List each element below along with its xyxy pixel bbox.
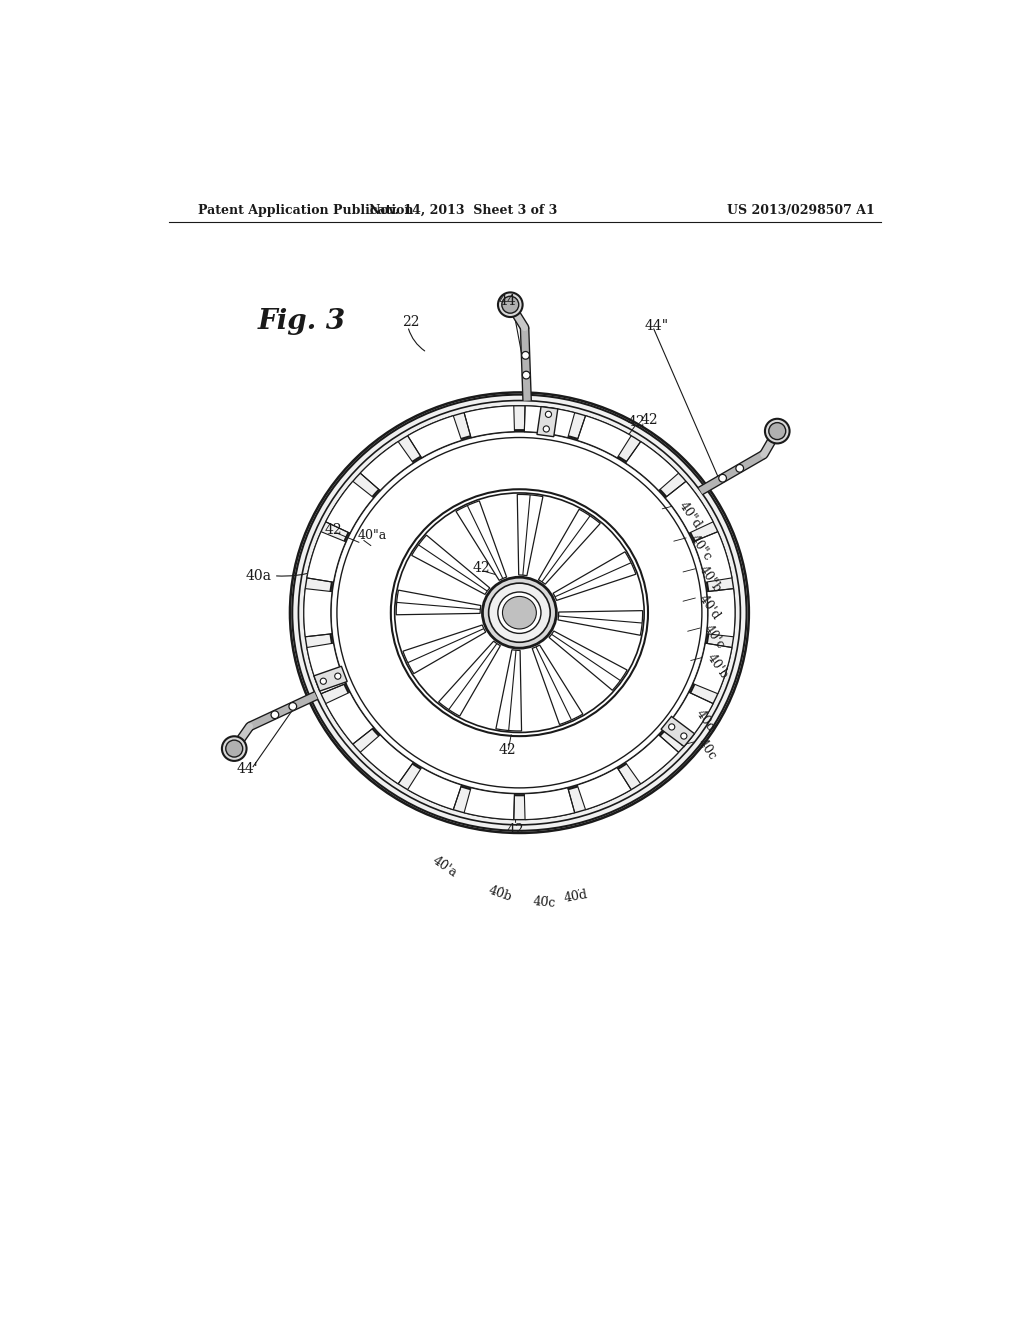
Circle shape [719, 474, 726, 482]
Polygon shape [517, 495, 543, 576]
Polygon shape [456, 500, 507, 581]
Polygon shape [412, 535, 489, 594]
Polygon shape [524, 405, 574, 438]
Polygon shape [666, 692, 713, 744]
Circle shape [681, 733, 687, 739]
Polygon shape [666, 482, 713, 533]
Circle shape [543, 426, 550, 432]
Polygon shape [464, 788, 514, 820]
Polygon shape [304, 589, 332, 636]
Ellipse shape [289, 392, 750, 834]
Polygon shape [496, 649, 521, 731]
Text: 40'c: 40'c [701, 622, 727, 651]
Polygon shape [626, 735, 679, 784]
Polygon shape [707, 589, 735, 636]
Polygon shape [396, 590, 481, 615]
Text: 40'b: 40'b [705, 651, 731, 681]
Text: 42: 42 [325, 523, 343, 536]
Polygon shape [408, 416, 462, 458]
Polygon shape [408, 767, 462, 809]
Text: 22: 22 [402, 315, 420, 330]
Text: 42: 42 [499, 743, 517, 756]
Circle shape [225, 741, 243, 758]
Polygon shape [360, 735, 414, 784]
Circle shape [546, 412, 552, 417]
Text: 44': 44' [237, 762, 258, 776]
Circle shape [335, 673, 341, 680]
Text: 42: 42 [628, 414, 645, 429]
Text: 42: 42 [507, 822, 524, 837]
Text: 42: 42 [640, 413, 658, 428]
Polygon shape [693, 532, 732, 582]
Text: 44: 44 [499, 294, 517, 308]
Polygon shape [549, 631, 627, 690]
Text: Patent Application Publication: Patent Application Publication [199, 205, 414, 218]
Circle shape [498, 293, 522, 317]
Text: 40a: 40a [246, 569, 271, 582]
Text: 40"a: 40"a [357, 529, 387, 543]
Polygon shape [307, 532, 346, 582]
Circle shape [289, 702, 297, 710]
Text: 40b: 40b [486, 883, 514, 904]
Text: 40d: 40d [562, 887, 589, 904]
Circle shape [769, 422, 785, 440]
Polygon shape [537, 407, 558, 437]
Text: 44": 44" [644, 319, 669, 333]
Polygon shape [662, 717, 694, 747]
Text: 40c: 40c [695, 737, 719, 763]
Ellipse shape [333, 433, 707, 792]
Circle shape [222, 737, 247, 760]
Ellipse shape [482, 577, 556, 648]
Polygon shape [360, 442, 414, 491]
Circle shape [736, 465, 743, 473]
Text: 40'a: 40'a [430, 854, 460, 880]
Polygon shape [558, 611, 643, 635]
Text: 40c: 40c [532, 895, 557, 911]
Polygon shape [578, 767, 631, 809]
Polygon shape [326, 482, 374, 533]
Text: 40"d: 40"d [676, 500, 703, 532]
Text: 40'd: 40'd [696, 593, 723, 622]
Text: 40d: 40d [692, 708, 717, 735]
Circle shape [521, 351, 529, 359]
Text: 40"b: 40"b [696, 562, 724, 595]
Text: US 2013/0298507 A1: US 2013/0298507 A1 [727, 205, 874, 218]
Circle shape [271, 711, 279, 718]
Ellipse shape [498, 591, 541, 634]
Polygon shape [539, 510, 600, 585]
Polygon shape [578, 416, 631, 458]
Polygon shape [326, 692, 374, 744]
Ellipse shape [503, 597, 537, 628]
Polygon shape [626, 442, 679, 491]
Circle shape [321, 678, 327, 684]
Polygon shape [307, 643, 346, 694]
Polygon shape [402, 624, 485, 673]
Polygon shape [553, 552, 636, 601]
Text: Nov. 14, 2013  Sheet 3 of 3: Nov. 14, 2013 Sheet 3 of 3 [369, 205, 557, 218]
Circle shape [522, 371, 530, 379]
Ellipse shape [488, 583, 550, 643]
Text: 40"c: 40"c [687, 532, 715, 562]
Polygon shape [524, 788, 574, 820]
Polygon shape [532, 645, 583, 725]
Text: 42: 42 [472, 561, 489, 576]
Polygon shape [464, 405, 514, 438]
Circle shape [765, 418, 790, 444]
Circle shape [669, 723, 675, 730]
Polygon shape [438, 642, 501, 717]
Polygon shape [693, 643, 732, 694]
Circle shape [502, 296, 519, 313]
Polygon shape [314, 667, 347, 692]
Text: Fig. 3: Fig. 3 [257, 308, 345, 335]
